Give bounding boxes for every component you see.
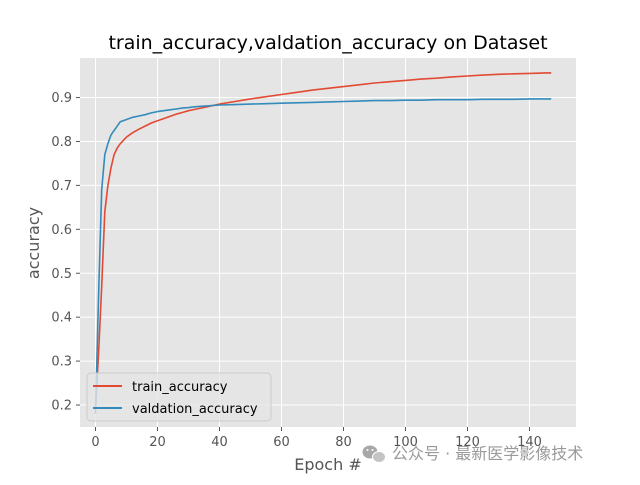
series-line-validation-accuracy [94, 98, 552, 414]
wechat-icon [362, 445, 386, 463]
x-tick-label: 120 [455, 435, 480, 450]
legend-label-validation: valdation_accuracy [132, 402, 258, 417]
legend: train_accuracy valdation_accuracy [86, 372, 272, 422]
x-tick-label: 60 [273, 435, 290, 450]
tick-labels: 0 20 40 60 80 100 120 140 0.2 0.3 0.4 0.5 0.6 0.7 0.8 0… [51, 91, 542, 450]
y-tick-label: 0.4 [51, 311, 72, 326]
y-tick-label: 0.7 [51, 179, 72, 194]
x-tick-label: 20 [149, 435, 166, 450]
watermark: 公众号 · 最新医学影像技术 [362, 444, 583, 463]
watermark-text: 公众号 · 最新医学影像技术 [392, 444, 583, 463]
y-tick-label: 0.8 [51, 135, 72, 150]
y-tick-label: 0.6 [51, 223, 72, 238]
series-lines [94, 72, 552, 414]
x-tick-label: 140 [517, 435, 542, 450]
x-tick-label: 0 [91, 435, 99, 450]
chart-title: train_accuracy,valdation_accuracy on Dat… [108, 32, 547, 54]
y-tick-label: 0.9 [51, 91, 72, 106]
y-tick-label: 0.2 [51, 399, 72, 414]
y-tick-label: 0.5 [51, 267, 72, 282]
legend-label-train: train_accuracy [132, 380, 228, 395]
y-axis-label: accuracy [24, 207, 43, 279]
y-tick-label: 0.3 [51, 355, 72, 370]
x-tick-label: 80 [335, 435, 352, 450]
x-tick-label: 100 [393, 435, 418, 450]
grid-lines [80, 58, 576, 427]
x-axis-label: Epoch # [294, 455, 361, 474]
x-tick-label: 40 [211, 435, 228, 450]
plot-background [80, 58, 576, 427]
legend-box [86, 372, 272, 422]
